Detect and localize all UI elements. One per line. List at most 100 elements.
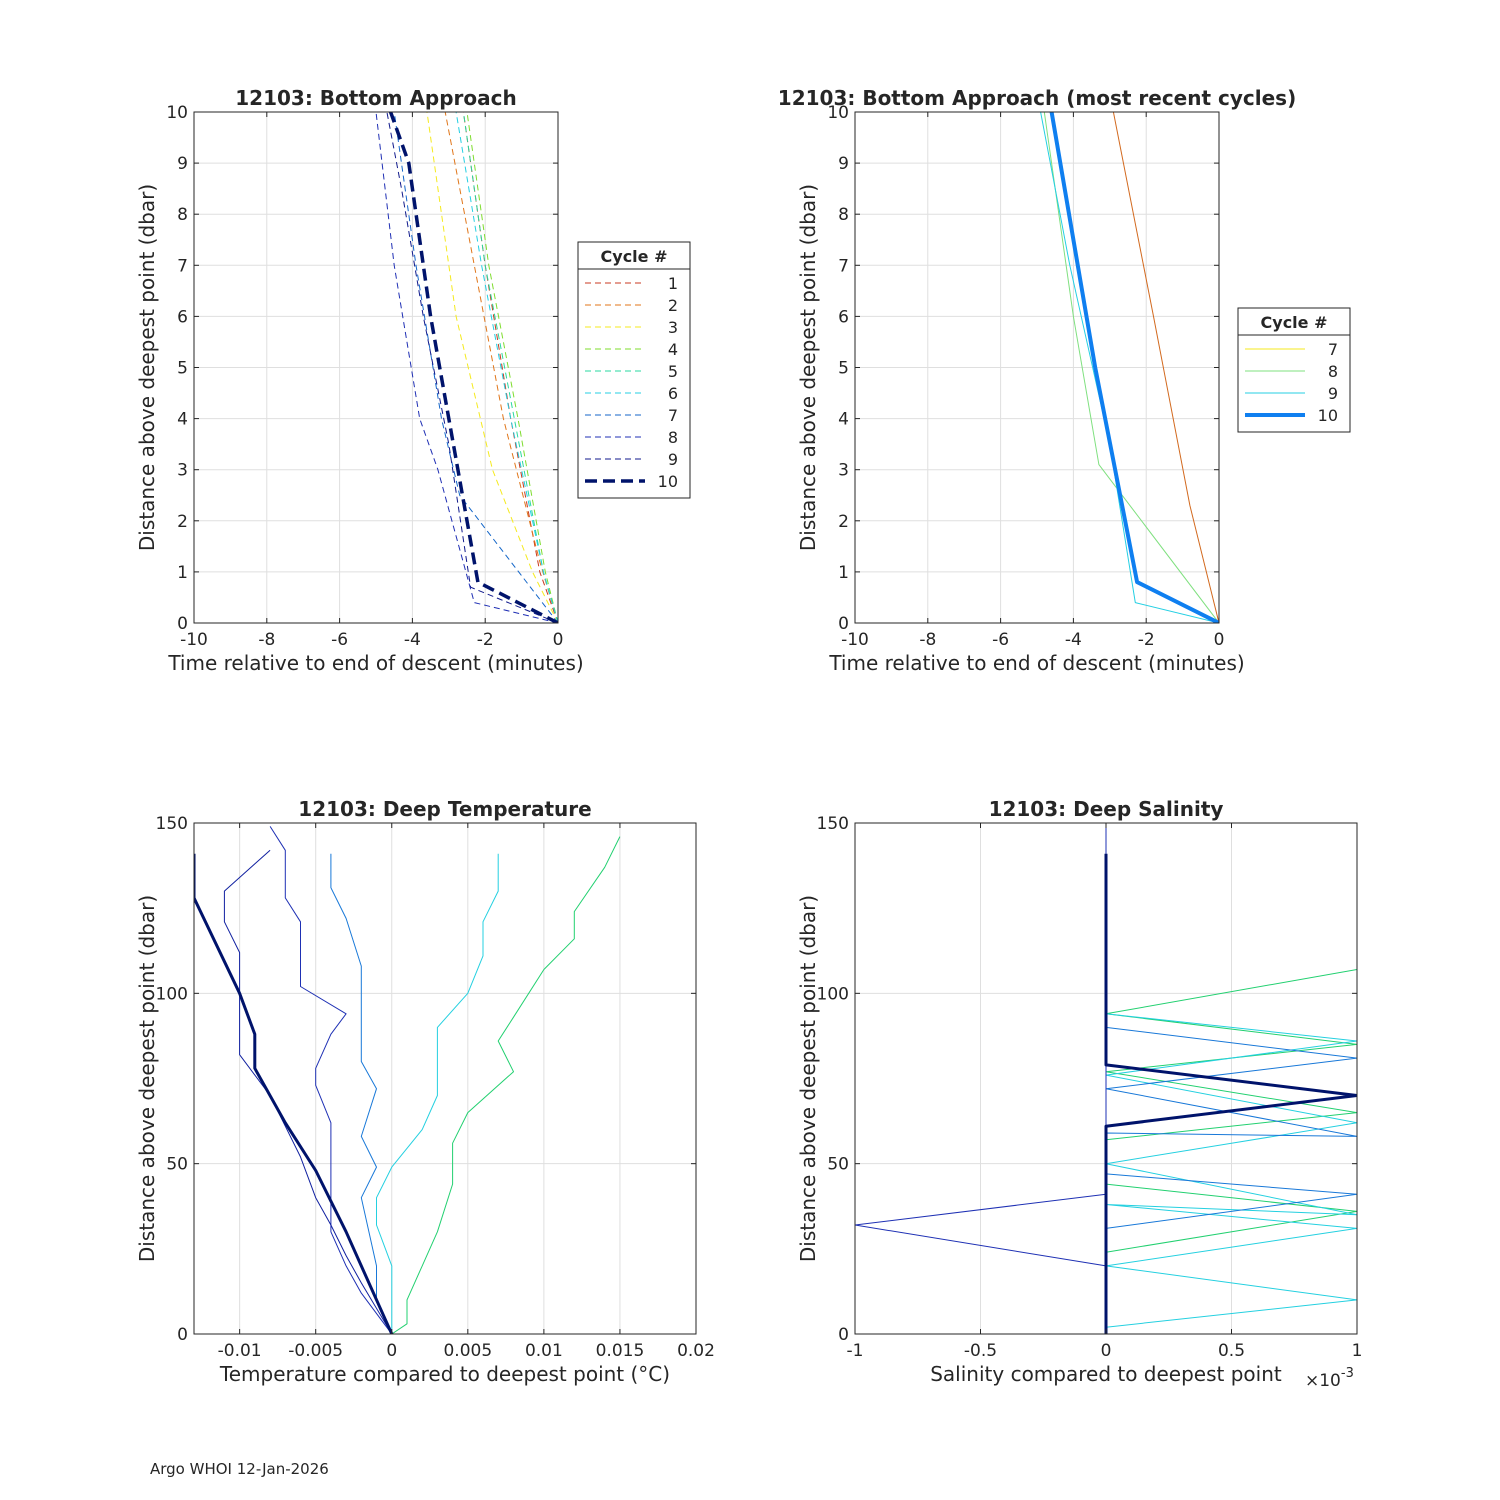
series-group <box>194 826 621 1334</box>
y-tick-label: 0 <box>838 1325 849 1345</box>
y-tick-label: 8 <box>838 205 849 225</box>
series-line-3 <box>426 112 558 623</box>
series-line-c <box>330 853 393 1334</box>
series-group <box>1040 112 1219 623</box>
y-tick-label: 1 <box>177 563 188 583</box>
y-tick-label: 0 <box>838 614 849 634</box>
series-line-b <box>1105 1013 1357 1328</box>
x-tick-label: -2 <box>1138 630 1155 650</box>
grid <box>193 111 559 624</box>
series-line-e <box>223 849 393 1334</box>
chart-title: 12103: Deep Temperature <box>298 797 591 821</box>
y-tick-label: 9 <box>177 154 188 174</box>
x-tick-label: 0 <box>553 630 564 650</box>
legend: Cycle #1 2 3 4 5 6 7 8 9 10 <box>577 241 691 499</box>
y-tick-label: 4 <box>838 410 849 430</box>
y-tick-label: 4 <box>177 410 188 430</box>
x-tick-label: -0.5 <box>964 1341 997 1361</box>
y-tick-label: 7 <box>838 256 849 276</box>
legend-label-5: 5 <box>668 362 678 381</box>
y-axis-label: Distance above deepest point (dbar) <box>135 895 159 1262</box>
chart-title: 12103: Bottom Approach <box>235 86 517 110</box>
legend-label-9: 9 <box>1328 384 1338 403</box>
series-line-8 <box>375 112 558 623</box>
x-axis-label: Temperature compared to deepest point (°… <box>219 1362 670 1386</box>
y-tick-label: 0 <box>177 614 188 634</box>
y-tick-label: 5 <box>838 359 849 379</box>
y-tick-label: 3 <box>177 461 188 481</box>
y-tick-label: 2 <box>838 512 849 532</box>
series-line-10 <box>388 112 558 623</box>
y-axis-label: Distance above deepest point (dbar) <box>796 184 820 551</box>
x-axis-label: Time relative to end of descent (minutes… <box>167 651 583 675</box>
legend-label-4: 4 <box>668 340 678 359</box>
x-tick-label: 0.015 <box>596 1341 645 1361</box>
x-exponent-label: ×10-3 <box>1305 1366 1354 1391</box>
x-axis-label: Salinity compared to deepest point <box>930 1362 1282 1386</box>
x-tick-label: -8 <box>919 630 936 650</box>
y-tick-label: 6 <box>177 307 188 327</box>
y-tick-label: 8 <box>177 205 188 225</box>
y-axis-label: Distance above deepest point (dbar) <box>796 895 820 1262</box>
x-tick-label: 0 <box>1214 630 1225 650</box>
x-tick-label: 1 <box>1352 1341 1363 1361</box>
x-tick-label: 0.005 <box>443 1341 492 1361</box>
x-tick-label: -2 <box>477 630 494 650</box>
y-tick-label: 1 <box>838 563 849 583</box>
series-line-a <box>391 836 621 1334</box>
legend-title: Cycle # <box>601 247 668 266</box>
y-tick-label: 5 <box>177 359 188 379</box>
series-line-10 <box>1049 112 1219 623</box>
x-tick-label: -8 <box>258 630 275 650</box>
y-tick-label: 150 <box>156 814 188 834</box>
chart-4: -1 -0.5 0 0.5 1 0 50 100 150 12103: Deep Salinity… <box>796 797 1362 1391</box>
legend-label-8: 8 <box>668 428 678 447</box>
series-line-c <box>1105 1026 1357 1229</box>
legend-label-10: 10 <box>658 472 678 491</box>
x-tick-label: -4 <box>1065 630 1082 650</box>
series-line-6 <box>455 112 558 623</box>
y-tick-label: 10 <box>827 103 849 123</box>
y-tick-label: 7 <box>177 256 188 276</box>
y-tick-label: 50 <box>166 1155 188 1175</box>
y-tick-label: 150 <box>817 814 849 834</box>
legend-label-2: 2 <box>668 296 678 315</box>
series-group <box>855 823 1357 1334</box>
x-tick-label: -6 <box>992 630 1009 650</box>
chart-1: -10 -8 -6 -4 -2 0 0 1 2 3 4 5 6 7 8 9 10 12103: Bottom Ap… <box>135 86 691 675</box>
footer-text: Argo WHOI 12-Jan-2026 <box>150 1460 329 1478</box>
x-tick-label: -1 <box>847 1341 864 1361</box>
legend-label-1: 1 <box>668 274 678 293</box>
x-tick-label: -10 <box>180 630 208 650</box>
series-line-8 <box>1043 112 1219 623</box>
series-line-f <box>194 853 394 1334</box>
legend-box <box>1237 307 1351 433</box>
series-line-b <box>376 853 499 1334</box>
series-line-orange <box>1112 112 1219 623</box>
y-tick-label: 2 <box>177 512 188 532</box>
x-tick-label: -0.005 <box>288 1341 343 1361</box>
y-tick-label: 100 <box>156 984 188 1004</box>
chart-3: -0.01 -0.005 0 0.005 0.01 0.015 0.02 0 50 100 150 1… <box>135 797 715 1386</box>
y-tick-label: 50 <box>827 1155 849 1175</box>
y-tick-label: 100 <box>817 984 849 1004</box>
x-tick-label: -6 <box>331 630 348 650</box>
legend-label-8: 8 <box>1328 362 1338 381</box>
chart-title: 12103: Bottom Approach (most recent cycl… <box>778 86 1296 110</box>
legend-label-7: 7 <box>1328 340 1338 359</box>
x-tick-label: -0.01 <box>218 1341 262 1361</box>
chart-title: 12103: Deep Salinity <box>989 797 1224 821</box>
x-tick-label: -10 <box>841 630 869 650</box>
y-tick-label: 10 <box>166 103 188 123</box>
x-tick-label: 0 <box>386 1341 397 1361</box>
grid <box>854 111 1220 624</box>
series-line-a <box>1105 836 1357 1334</box>
legend-label-10: 10 <box>1318 406 1338 425</box>
y-axis-label: Distance above deepest point (dbar) <box>135 184 159 551</box>
series-line-9 <box>386 112 558 623</box>
legend-box <box>577 241 691 499</box>
x-exponent-power: -3 <box>1341 1366 1354 1381</box>
legend-label-9: 9 <box>668 450 678 469</box>
y-tick-label: 6 <box>838 307 849 327</box>
